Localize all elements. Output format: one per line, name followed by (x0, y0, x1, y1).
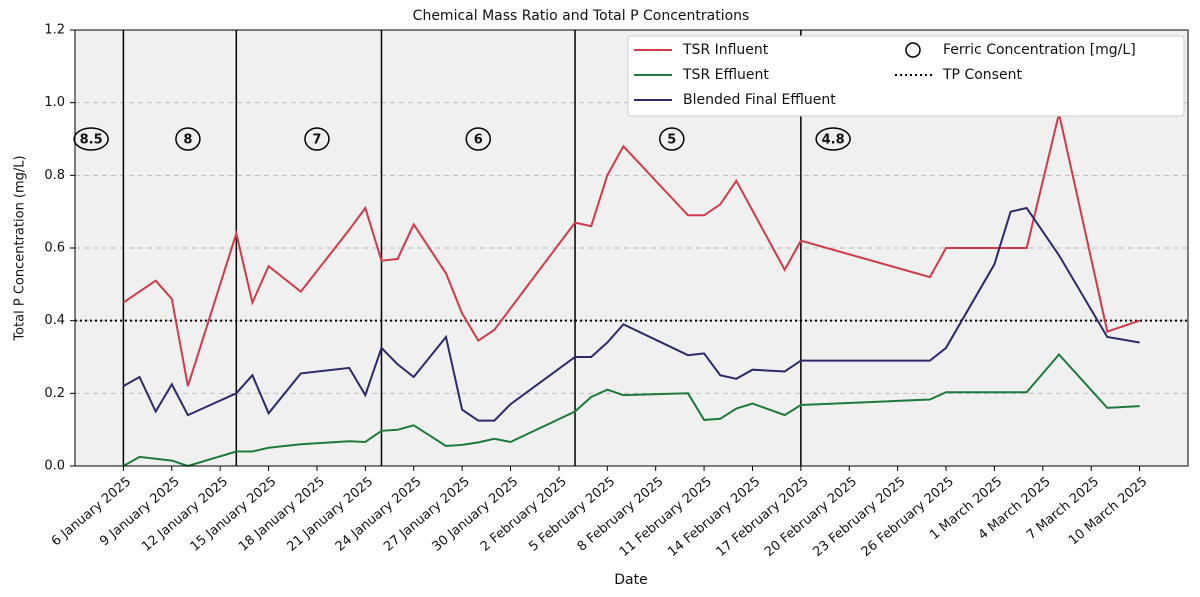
y-tick-label: 1.0 (44, 95, 65, 110)
x-tick-label: 21 January 2025 (284, 474, 376, 554)
ferric-label: 8 (183, 133, 192, 148)
ferric-label: 7 (312, 133, 321, 148)
chart-title: Chemical Mass Ratio and Total P Concentr… (413, 8, 750, 24)
series-line (122, 206, 1140, 422)
x-tick-label: 26 February 2025 (859, 474, 957, 560)
ferric-label: 4.8 (822, 133, 845, 148)
x-tick-label: 24 January 2025 (333, 474, 425, 554)
x-tick-label: 15 January 2025 (188, 474, 280, 554)
y-tick-label: 1.2 (44, 23, 65, 38)
y-tick-label: 0.8 (44, 168, 65, 183)
ferric-marker (304, 127, 330, 151)
series-line (122, 352, 1140, 468)
ferric-label: 8.5 (80, 133, 103, 148)
ferric-label: 6 (474, 133, 483, 148)
legend-label: TP Consent (942, 67, 1022, 83)
ferric-marker (815, 127, 851, 151)
series-line (122, 113, 1140, 387)
legend-label: Ferric Concentration [mg/L] (943, 42, 1136, 58)
legend-label: TSR Influent (682, 42, 769, 58)
legend-label: Blended Final Effluent (683, 92, 836, 108)
y-tick-label: 0.0 (44, 459, 65, 474)
ferric-marker (73, 127, 109, 151)
x-tick-label: 2 February 2025 (478, 474, 570, 554)
ferric-label: 5 (667, 133, 676, 148)
x-axis-label: Date (614, 572, 647, 588)
ferric-marker (175, 127, 201, 151)
x-tick-label: 8 February 2025 (575, 474, 667, 554)
ferric-marker (465, 127, 492, 151)
legend-label: TSR Effluent (682, 67, 769, 83)
x-tick-label: 12 January 2025 (139, 474, 231, 554)
x-tick-label: 18 January 2025 (236, 474, 328, 554)
x-tick-label: 6 January 2025 (49, 474, 134, 549)
plot-frame (74, 29, 1189, 467)
x-tick-label: 5 February 2025 (526, 474, 618, 554)
y-tick-label: 0.6 (44, 241, 65, 256)
x-tick-label: 30 January 2025 (430, 474, 522, 554)
ferric-marker (659, 127, 685, 151)
x-tick-label: 27 January 2025 (381, 474, 473, 554)
legend-swatch (905, 42, 921, 58)
y-tick-label: 0.4 (44, 313, 65, 328)
y-tick-label: 0.2 (44, 386, 65, 401)
y-axis-label: Total P Concentration (mg/L) (13, 155, 28, 341)
